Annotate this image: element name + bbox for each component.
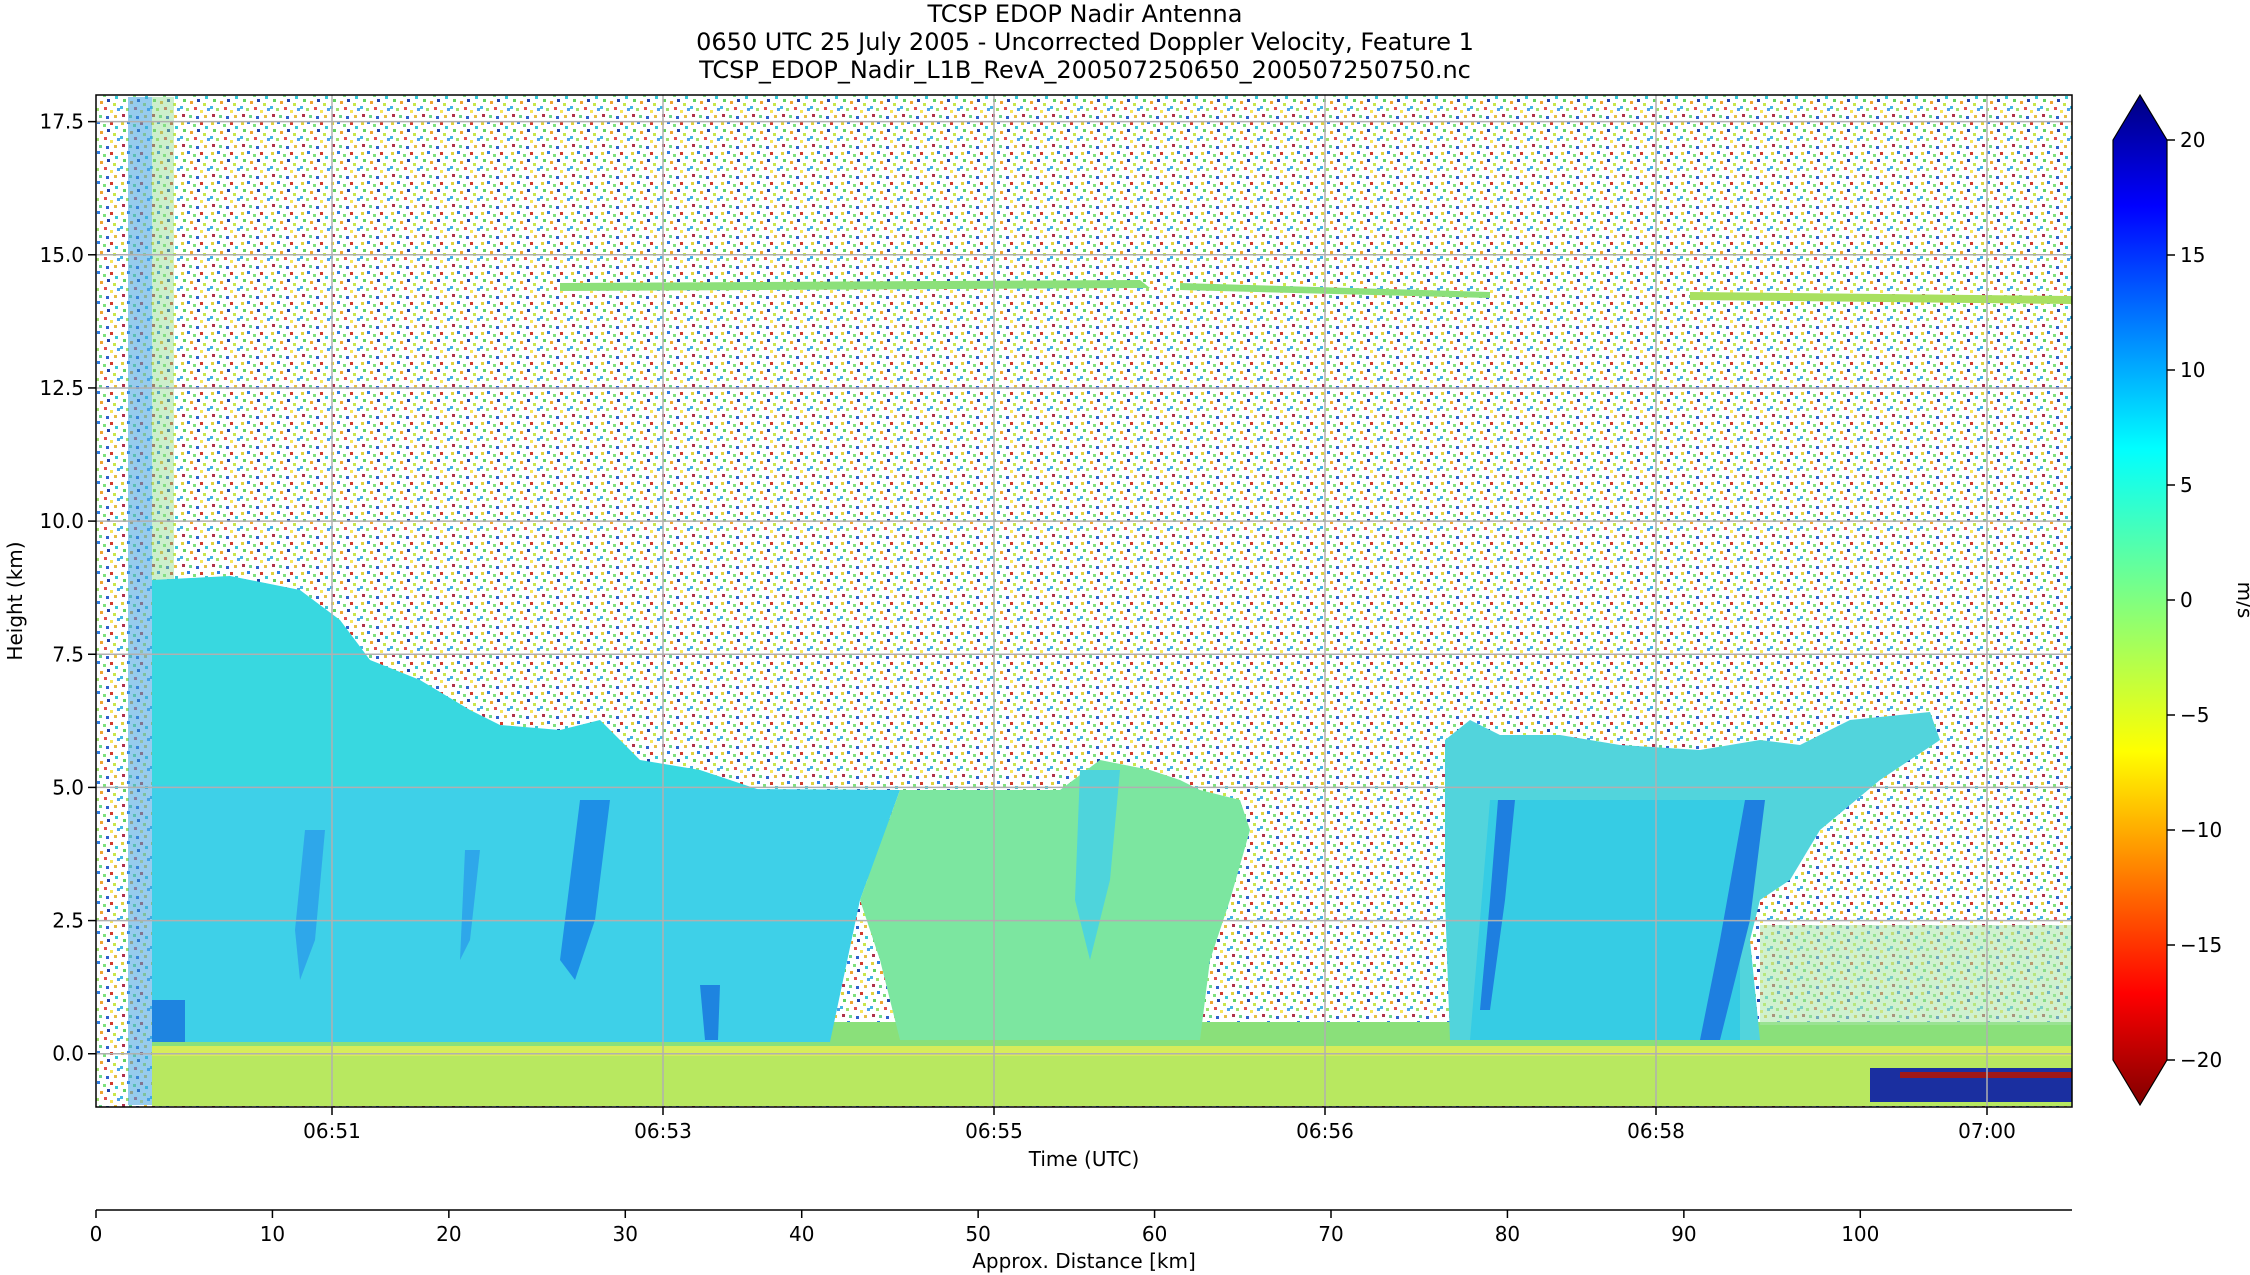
distance-tick-label: 0 <box>90 1222 103 1246</box>
colorbar-label: m/s <box>2233 582 2250 619</box>
distance-tick-label: 50 <box>965 1222 990 1246</box>
y-tick-label: 15.0 <box>39 243 84 267</box>
distance-tick-label: 20 <box>436 1222 461 1246</box>
distance-axis-label: Approx. Distance [km] <box>972 1249 1196 1273</box>
colorbar-tick-label: 0 <box>2180 588 2193 612</box>
colorbar-body <box>2112 93 2168 1107</box>
y-tick-label: 12.5 <box>39 376 84 400</box>
colorbar-tick-label: 10 <box>2180 358 2205 382</box>
distance-tick-label: 80 <box>1495 1222 1520 1246</box>
distance-tick-label: 70 <box>1318 1222 1343 1246</box>
y-tick-label: 7.5 <box>52 642 84 666</box>
plot-frame <box>95 94 2073 1108</box>
distance-tick-label: 100 <box>1841 1222 1879 1246</box>
x-axis: 06:51 06:53 06:55 06:56 06:58 07:00 <box>303 1107 2016 1143</box>
colorbar-tick-label: 20 <box>2180 128 2205 152</box>
y-tick-label: 0.0 <box>52 1042 84 1066</box>
x-tick-label: 06:51 <box>303 1119 361 1143</box>
x-tick-label: 06:58 <box>1627 1119 1685 1143</box>
distance-tick-label: 10 <box>260 1222 285 1246</box>
distance-tick-label: 90 <box>1671 1222 1696 1246</box>
distance-axis: 0 10 20 30 40 50 60 70 80 90 100 <box>90 1210 1879 1246</box>
y-tick-label: 2.5 <box>52 909 84 933</box>
y-tick-label: 10.0 <box>39 509 84 533</box>
y-tick-label: 5.0 <box>52 775 84 799</box>
y-axis: 0.0 2.5 5.0 7.5 10.0 12.5 15.0 17.5 <box>39 110 96 1066</box>
chart-filename: TCSP_EDOP_Nadir_L1B_RevA_200507250650_20… <box>699 56 1471 84</box>
colorbar-ticks: 20 15 10 5 0 −5 −10 −15 −20 <box>2167 128 2222 1072</box>
colorbar-tick-label: −10 <box>2180 818 2222 842</box>
distance-tick-label: 60 <box>1142 1222 1167 1246</box>
colorbar-tick-label: −5 <box>2180 703 2209 727</box>
heatmap-image <box>96 95 2072 1107</box>
y-axis-label: Height (km) <box>3 541 27 660</box>
chart-title-block: TCSP EDOP Nadir Antenna 0650 UTC 25 July… <box>0 0 2170 84</box>
x-tick-label: 06:56 <box>1296 1119 1354 1143</box>
colorbar-tick-label: −15 <box>2180 933 2222 957</box>
x-axis-label: Time (UTC) <box>1028 1147 1140 1171</box>
x-tick-label: 06:55 <box>965 1119 1023 1143</box>
colorbar-tick-label: −20 <box>2180 1048 2222 1072</box>
colorbar-tick-label: 5 <box>2180 473 2193 497</box>
y-tick-label: 17.5 <box>39 110 84 134</box>
x-tick-label: 06:53 <box>634 1119 692 1143</box>
colorbar: 20 15 10 5 0 −5 −10 −15 −20 m/s <box>2112 93 2250 1107</box>
colorbar-tick-label: 15 <box>2180 243 2205 267</box>
chart-subtitle: 0650 UTC 25 July 2005 - Uncorrected Dopp… <box>696 28 1474 56</box>
distance-tick-label: 40 <box>789 1222 814 1246</box>
x-tick-label: 07:00 <box>1958 1119 2016 1143</box>
chart-title: TCSP EDOP Nadir Antenna <box>927 0 1243 28</box>
plot-gridlines <box>96 95 2072 1107</box>
distance-tick-label: 30 <box>613 1222 638 1246</box>
